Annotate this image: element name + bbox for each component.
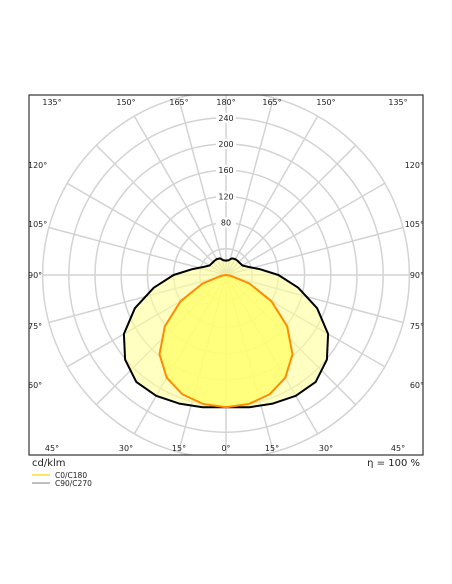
plot-area [41, 95, 411, 455]
angle-label-left: 120° [28, 161, 47, 170]
grid-spoke [225, 144, 357, 276]
radial-tick-label: 120 [218, 192, 233, 201]
angle-label-left: 60° [28, 381, 42, 390]
series-fill-c0-c180 [159, 275, 293, 408]
angle-label-bottom: 45° [45, 444, 59, 453]
grid-spoke [177, 97, 227, 276]
angle-label-top: 135° [388, 98, 407, 107]
grid-spoke [225, 115, 319, 276]
radial-tick-bg [216, 139, 236, 149]
series-layer [122, 257, 330, 409]
angle-label-bottom: 0° [221, 444, 230, 453]
unit-label: cd/klm [32, 458, 66, 469]
angle-label-right: 120° [405, 161, 424, 170]
axis-labels: 80 120 160 200 240 135° 150° 165° 180° 165° 150° 13… [28, 98, 424, 453]
grid-spoke [66, 182, 227, 276]
legend-label-c90: C90/C270 [55, 479, 92, 488]
angle-label-right: 60° [410, 381, 424, 390]
angle-label-top: 135° [42, 98, 61, 107]
radial-tick-label: 200 [218, 140, 233, 149]
angle-label-top: 150° [116, 98, 135, 107]
radial-tick-label: 80 [221, 219, 231, 228]
angle-label-top: 165° [169, 98, 188, 107]
angle-label-bottom: 15° [172, 444, 186, 453]
radial-tick-bg [216, 191, 236, 202]
grid-spoke [225, 97, 275, 276]
angle-label-bottom: 45° [391, 444, 405, 453]
angle-label-left: 90° [28, 271, 42, 280]
angle-label-bottom: 15° [265, 444, 279, 453]
grid-spoke [225, 226, 404, 276]
legend-label-c0: C0/C180 [55, 471, 87, 480]
angle-label-left: 75° [28, 322, 42, 331]
grid-spoke [133, 115, 227, 276]
angle-label-right: 75° [410, 322, 424, 331]
angle-label-top: 150° [316, 98, 335, 107]
grid-spoke [95, 144, 227, 276]
radial-tick-label: 160 [218, 166, 233, 175]
angle-label-right: 105° [405, 220, 424, 229]
grid-spoke [48, 226, 227, 276]
angle-label-left: 105° [28, 220, 47, 229]
grid-spoke [225, 182, 386, 276]
angle-label-top: 180° [216, 98, 235, 107]
radial-tick-bg [216, 165, 236, 176]
angle-label-bottom: 30° [319, 444, 333, 453]
radial-tick-bg [216, 112, 236, 123]
series-line-c90-c270 [122, 257, 330, 409]
angle-label-top: 165° [262, 98, 281, 107]
radial-tick-label: 240 [218, 114, 233, 123]
efficiency-label: η = 100 % [367, 458, 420, 469]
radial-tick-bg [216, 217, 236, 228]
angle-label-bottom: 30° [119, 444, 133, 453]
plot-frame [28, 94, 424, 456]
angle-label-right: 90° [410, 271, 424, 280]
legend: C0/C180 C90/C270 [32, 471, 92, 488]
series-line-c0-c180 [158, 274, 294, 409]
